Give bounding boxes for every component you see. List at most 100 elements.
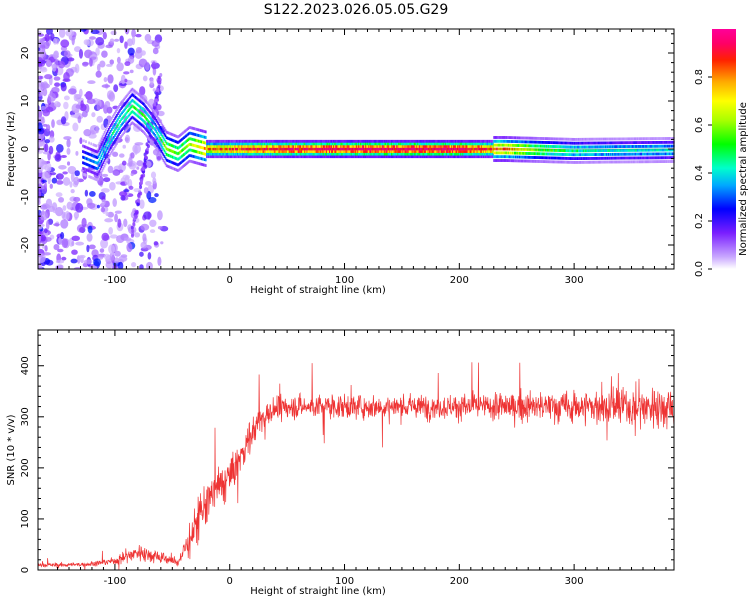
spectrogram-ridge-cell [312,152,315,156]
spectrogram-ridge-cell [533,156,536,159]
spectrogram-ridge-cell [396,155,398,159]
spectrogram-ridge-cell [324,142,327,146]
spectrogram-ridge-cell [591,141,594,145]
spectrogram-ridge-cell [105,132,108,136]
spectrogram-noise-point [134,214,138,219]
spectrogram-ridge-cell [416,152,419,156]
spectrogram-ridge-cell [640,156,642,160]
spectrogram-ridge-cell [611,137,613,141]
spectrogram-ridge-cell [302,142,304,146]
spectrogram-ridge-cell [96,173,99,176]
spectrogram-ridge-cell [202,135,205,139]
spectrogram-ridge-cell [391,152,393,156]
spectrogram-ridge-cell [272,142,274,146]
spectrogram-ridge-cell [322,155,325,159]
spectrogram-ridge-cell [603,149,606,153]
spectrogram-ridge-cell [444,150,447,153]
spectrogram-ridge-cell [214,139,216,143]
spectrogram-ridge-cell [653,156,656,160]
spectrogram-ridge-cell [377,155,380,159]
spectrogram-ridge-cell [168,143,171,147]
spectrogram-ridge-cell [553,152,555,156]
spectrogram-ridge-cell [574,157,577,160]
spectrogram-ridge-cell [326,152,329,156]
spectrogram-ridge-cell [125,128,128,132]
spectrogram-ridge-cell [389,145,392,148]
spectrogram-ridge-cell [645,148,647,152]
spectrogram-ridge-cell [473,152,476,156]
spectrogram-ridge-cell [457,142,459,146]
spectrogram-ridge-cell [429,145,431,148]
spectrogram-ridge-cell [633,141,636,145]
spectrogram-ridge-cell [166,159,169,162]
spectrogram-noise-point [60,232,65,240]
spectrogram-ridge-cell [644,141,646,144]
spectrogram-ridge-cell [628,145,631,148]
spectrogram-noise-point [45,106,54,113]
spectrogram-ridge-cell [536,160,539,163]
spectrogram-ridge-cell [153,110,155,114]
spectrogram-ridge-cell [95,161,98,165]
spectrogram-ridge-cell [285,139,288,143]
spectrogram-ridge-cell [301,139,303,143]
spectrogram-ridge-cell [530,148,533,152]
spectrogram-ridge-cell [609,160,611,164]
spectrogram-ridge-cell [329,139,331,143]
spectrogram-ridge-cell [593,153,596,156]
spectrogram-ridge-cell [650,148,652,152]
spectrogram-ridge-cell [449,155,452,159]
spectrogram-ridge-cell [322,145,325,148]
spectrogram-ridge-cell [172,156,175,159]
spectrogram-ridge-cell [339,145,341,148]
spectrogram-ridge-cell [653,152,656,156]
spectrogram-ridge-cell [106,146,109,150]
spectrogram-ridge-cell [580,137,582,141]
spectrogram-ridge-cell [651,144,653,148]
spectrogram-ridge-cell [195,161,198,165]
spectrogram-ridge-cell [500,139,503,143]
spectrogram-ridge-cell [277,145,279,148]
spectrogram-ridge-cell [590,137,593,141]
spectrogram-ridge-cell [584,145,586,149]
spectrogram-ridge-cell [247,152,249,156]
spectrogram-ridge-cell [535,156,538,159]
spectrogram-ridge-cell [512,136,515,140]
spectrogram-ridge-cell [224,142,227,146]
spectrogram-ridge-cell [363,152,365,156]
spectrogram-ridge-cell [228,155,231,159]
spectrogram-ridge-cell [541,156,544,160]
spectrogram-ridge-cell [391,150,393,153]
spectrogram-ridge-cell [500,159,503,162]
spectrogram-ridge-cell [242,152,244,156]
spectrogram-ridge-cell [509,143,512,147]
spectrogram-ridge-cell [534,144,537,148]
spectrogram-ridge-cell [642,137,644,141]
spectrogram-ridge-cell [445,155,448,159]
spectrogram-noise-point [155,91,159,96]
spectrogram-ridge-cell [585,149,587,153]
spectrogram-ridge-cell [562,156,565,160]
spectrogram-ridge-cell [145,105,147,109]
spectrogram-ridge-cell [150,117,152,121]
spectrogram-ridge-cell [236,139,238,143]
spectrogram-noise-point [103,177,111,183]
spectrogram-ridge-cell [93,154,96,158]
spectrogram-ridge-cell [545,148,548,152]
spectrogram-ridge-cell [400,145,402,148]
spectrogram-ridge-cell [420,155,423,159]
spectrogram-ridge-cell [492,142,494,146]
spectrogram-ridge-cell [547,141,549,144]
spectrogram-noise-point [39,44,46,49]
spectrogram-ridge-cell [644,137,646,141]
spectrogram-ridge-cell [274,150,276,153]
spectrogram-ridge-cell [603,153,606,156]
spectrogram-ridge-cell [147,113,149,117]
spectrogram-ridge-cell [554,152,556,156]
spectrogram-ridge-cell [516,136,518,140]
spectrogram-ridge-cell [180,166,182,170]
spectrogram-ridge-cell [460,155,462,159]
spectrogram-ridge-cell [106,124,109,128]
spectrogram-ridge-cell [523,140,525,144]
spectrogram-ridge-cell [330,142,332,146]
spectrogram-ridge-cell [94,160,97,164]
